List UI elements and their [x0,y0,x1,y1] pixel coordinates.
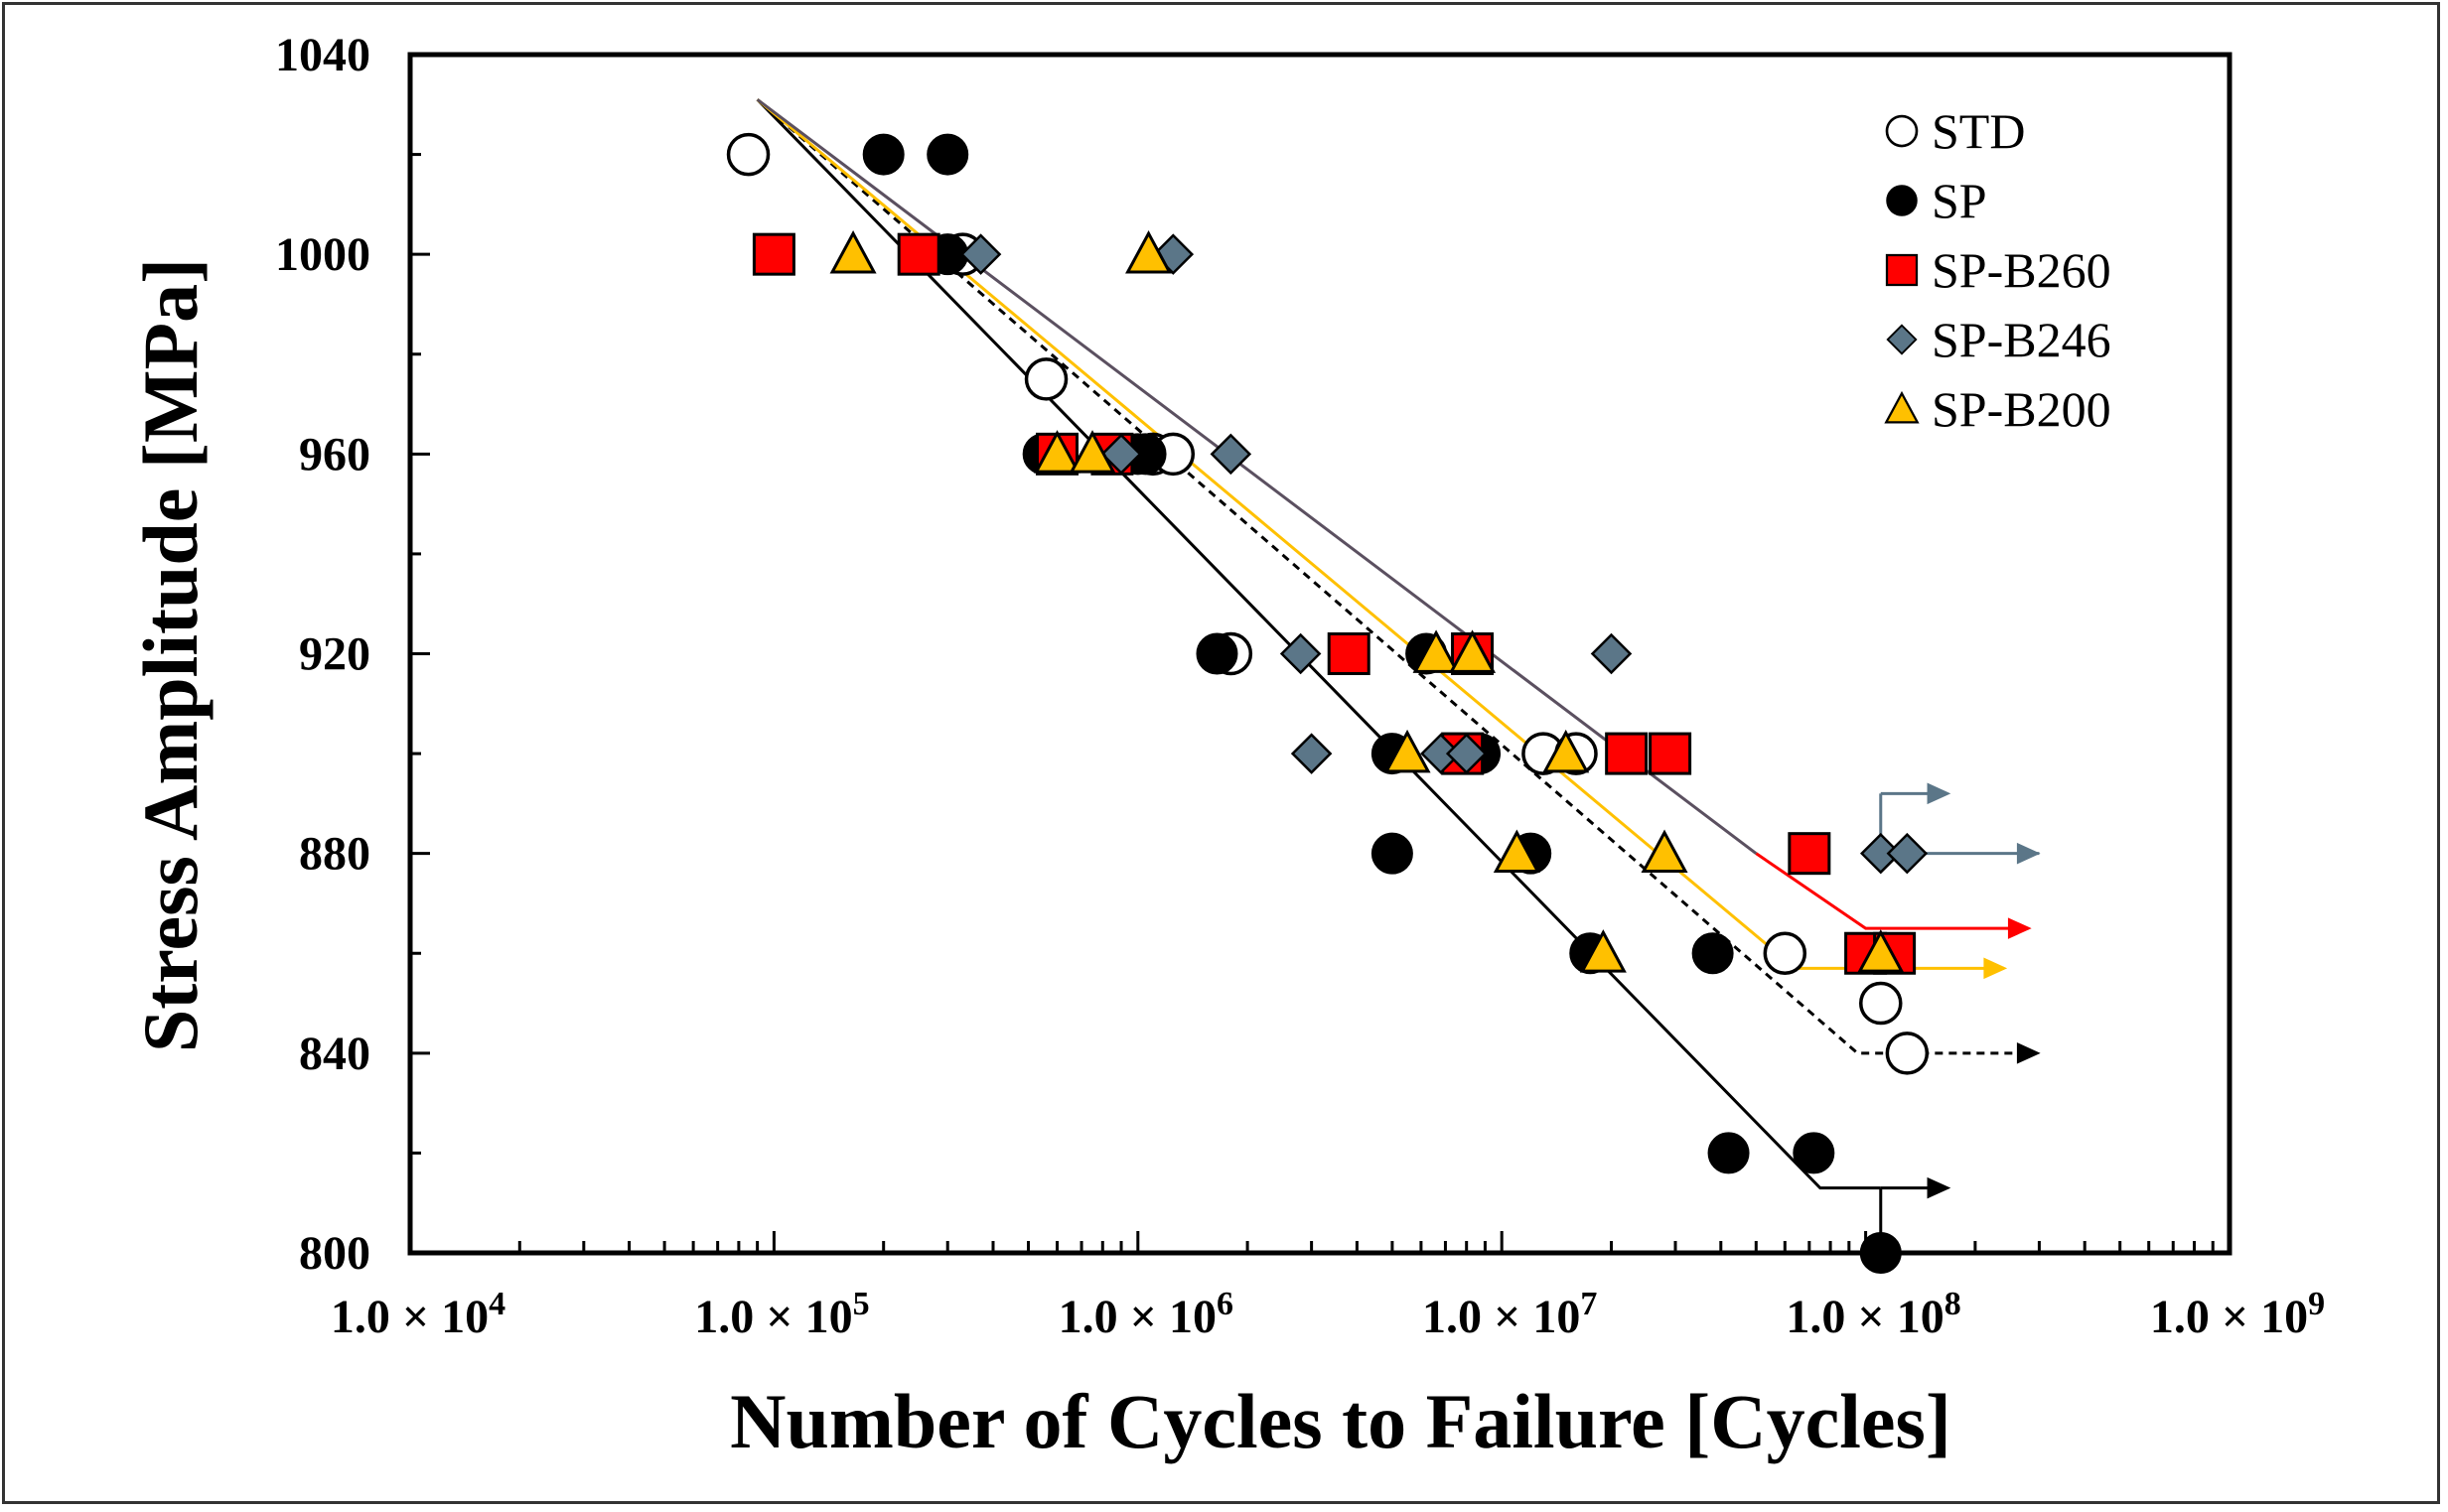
point-sp-b246 [1100,433,1142,476]
point-sp-b246 [1279,632,1322,675]
runout-arrowhead [2016,842,2041,865]
x-axis-title: Number of Cycles to Failure [Cycles] [730,1378,1951,1464]
runout-arrowhead [1927,1176,1951,1199]
y-tick-label: 1040 [275,29,370,81]
point-sp [862,133,905,176]
point-sp-b246 [1445,733,1488,774]
point-sp-b200 [1069,430,1116,474]
x-tick-label: 1.0 × 109 [2150,1286,2325,1343]
point-sp-b200 [1542,729,1590,773]
legend-label-sp-b246: SP-B246 [1932,312,2111,367]
legend-label-sp: SP [1932,173,1987,228]
point-sp-b200 [1857,929,1905,973]
x-tick-label: 1.0 × 106 [1059,1286,1233,1343]
point-sp [1707,1132,1750,1174]
y-tick-label: 1000 [275,228,370,281]
y-tick-label: 840 [299,1028,370,1080]
point-std [1859,981,1903,1026]
point-sp-b200 [1125,230,1173,274]
point-sp [1196,632,1238,675]
axes-layer [407,52,2232,1256]
runout-arrowhead [1927,782,1951,805]
point-sp-b260 [1649,732,1692,775]
point-sp-b246 [1886,832,1929,875]
point-sp [1691,932,1734,975]
point-sp-b260 [1788,832,1831,876]
x-tick-label: 1.0 × 108 [1786,1286,1960,1343]
y-tick-label: 880 [299,828,370,881]
point-sp-b246 [1210,433,1252,476]
point-sp [1793,1132,1835,1174]
point-sp [1859,1232,1902,1274]
legend-label-sp-b260: SP-B260 [1932,242,2111,298]
point-sp-b200 [1579,929,1627,973]
legend-marker-sp [1886,185,1918,216]
y-axis-title: Stress Amplitude [MPa] [127,258,214,1052]
x-tick-label: 1.0 × 105 [694,1286,869,1343]
y-tick-label: 920 [299,628,370,681]
legend-marker-sp-b260 [1885,253,1919,287]
point-sp-b200 [1493,829,1540,874]
tick-labels-layer: 800 840 880 920 960 1000 1040 1.0 × 104 1.0 × 10… [275,29,2325,1343]
point-sp-b200 [1449,629,1497,673]
point-sp [1370,832,1413,875]
point-sp-b200 [1383,729,1431,773]
legend-label-std: STD [1932,103,2025,159]
point-std [726,132,771,177]
point-std [1024,357,1069,401]
runout-arrowhead [2007,917,2032,939]
point-sp-b246 [1290,733,1333,774]
legend-label-sp-b200: SP-B200 [1932,381,2111,437]
point-std [1885,1031,1930,1075]
legend-marker-std [1885,114,1919,148]
legend-marker-sp-b246 [1886,324,1918,355]
point-sp [927,133,969,176]
point-sp-b200 [829,230,877,274]
legend-marker-sp-b200 [1884,390,1920,424]
y-tick-label: 960 [299,428,370,481]
x-tick-label: 1.0 × 104 [331,1286,505,1343]
point-sp-b260 [1605,732,1649,775]
point-sp-b200 [1412,629,1460,673]
point-sp-b260 [752,232,795,276]
point-sp-b246 [959,233,1002,275]
point-sp-b260 [897,232,940,276]
data-points-layer [726,132,1930,1274]
y-tick-label: 800 [299,1227,370,1280]
x-tick-label: 1.0 × 107 [1422,1286,1597,1343]
point-sp-b200 [1641,829,1688,874]
point-sp-b246 [1590,632,1633,675]
legend: STD SP SP-B260 SP-B246 SP-B200 [1884,103,2111,437]
point-std [1763,931,1807,975]
runout-arrowhead [1983,957,2008,980]
point-sp-b260 [1327,632,1370,675]
fit-line-sp-b260 [1755,852,2029,930]
point-sp-b200 [1033,430,1081,474]
fit-line-sp-b246 [756,98,1758,855]
runout-arrowhead [2016,1042,2041,1064]
